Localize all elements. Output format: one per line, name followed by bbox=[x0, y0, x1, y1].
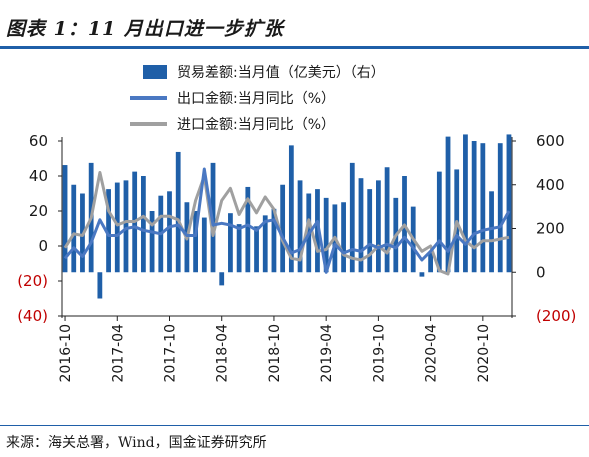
bar bbox=[254, 226, 259, 273]
bar bbox=[236, 224, 242, 273]
bar bbox=[419, 272, 425, 277]
bar bbox=[497, 143, 503, 273]
bar bbox=[288, 145, 294, 273]
bar bbox=[123, 180, 129, 273]
bar bbox=[193, 211, 199, 273]
left-tick-label: (40) bbox=[17, 307, 48, 325]
bar bbox=[480, 143, 486, 273]
bar bbox=[201, 217, 207, 273]
title-divider bbox=[0, 46, 589, 49]
bar bbox=[245, 186, 251, 273]
bar bbox=[506, 134, 512, 273]
right-tick-label: (200) bbox=[536, 307, 576, 325]
right-tick-label: 600 bbox=[536, 132, 565, 150]
bar bbox=[114, 182, 120, 273]
x-tick-label: 2019-04 bbox=[319, 324, 335, 383]
bar bbox=[106, 189, 111, 273]
bar bbox=[471, 141, 477, 273]
legend-label: 出口金额:当月同比（%） bbox=[177, 91, 335, 107]
bar bbox=[463, 134, 468, 273]
legend-swatch-bar bbox=[143, 65, 167, 79]
bar bbox=[384, 167, 390, 273]
right-tick-label: 400 bbox=[536, 176, 565, 194]
legend-label: 贸易差额:当月值（亿美元）（右） bbox=[177, 65, 385, 81]
bar bbox=[228, 213, 233, 273]
bar bbox=[297, 180, 303, 273]
import-yoy-line bbox=[63, 171, 510, 276]
x-tick-label: 2017-10 bbox=[162, 324, 178, 383]
bar bbox=[262, 215, 268, 273]
x-tick-label: 2018-10 bbox=[267, 324, 283, 383]
bar bbox=[315, 189, 320, 273]
x-tick-label: 2016-10 bbox=[58, 324, 74, 383]
bar bbox=[436, 171, 442, 273]
bar bbox=[323, 197, 329, 273]
export-yoy-line bbox=[63, 167, 511, 274]
left-tick-label: (20) bbox=[17, 272, 48, 290]
bar bbox=[219, 272, 225, 286]
bar bbox=[358, 178, 364, 273]
left-tick-label: 0 bbox=[38, 237, 48, 255]
left-tick-label: 20 bbox=[29, 202, 48, 220]
legend: 贸易差额:当月值（亿美元）（右） 出口金额:当月同比（%） 进口金额:当月同比（%） bbox=[130, 65, 385, 133]
right-tick-label: 200 bbox=[536, 220, 565, 238]
bar bbox=[349, 162, 355, 273]
line-series bbox=[63, 167, 511, 276]
right-axis: 600 400 200 0 (200) bbox=[512, 132, 576, 325]
chart-svg: 贸易差额:当月值（亿美元）（右） 出口金额:当月同比（%） 进口金额:当月同比（%）… bbox=[17, 65, 576, 383]
x-axis: 2016-10 2017-04 2017-10 2018-04 2018-10 2019-… bbox=[58, 316, 492, 383]
bar bbox=[71, 184, 77, 273]
bar bbox=[175, 151, 181, 273]
bar bbox=[62, 165, 68, 273]
left-axis: 60 40 20 0 (20) (40) bbox=[17, 132, 62, 325]
bar bbox=[97, 272, 103, 299]
x-tick-label: 2017-04 bbox=[110, 324, 126, 383]
bar bbox=[149, 211, 155, 273]
bar bbox=[367, 189, 373, 273]
chart-title: 图表 1：11 月出口进一步扩张 bbox=[6, 18, 284, 40]
x-tick-label: 2018-04 bbox=[215, 324, 231, 383]
title-bar: 图表 1：11 月出口进一步扩张 bbox=[0, 0, 589, 46]
legend-label: 进口金额:当月同比（%） bbox=[177, 117, 335, 133]
bar bbox=[167, 191, 172, 273]
right-tick-label: 0 bbox=[536, 263, 546, 281]
bar bbox=[341, 202, 346, 273]
left-tick-label: 40 bbox=[29, 167, 48, 185]
bar bbox=[271, 208, 277, 273]
x-tick-label: 2020-10 bbox=[476, 324, 492, 383]
source-divider bbox=[0, 425, 589, 426]
x-tick-label: 2019-10 bbox=[371, 324, 387, 383]
bar bbox=[489, 191, 494, 273]
bar bbox=[140, 176, 146, 273]
bar bbox=[428, 252, 434, 273]
x-tick-label: 2020-04 bbox=[424, 324, 440, 383]
bar bbox=[445, 136, 451, 273]
bar bbox=[375, 180, 381, 273]
bar bbox=[280, 184, 286, 273]
source-note: 来源：海关总署，Wind，国金证券研究所 bbox=[6, 435, 267, 451]
chart-frame bbox=[61, 137, 513, 318]
left-tick-label: 60 bbox=[29, 132, 48, 150]
